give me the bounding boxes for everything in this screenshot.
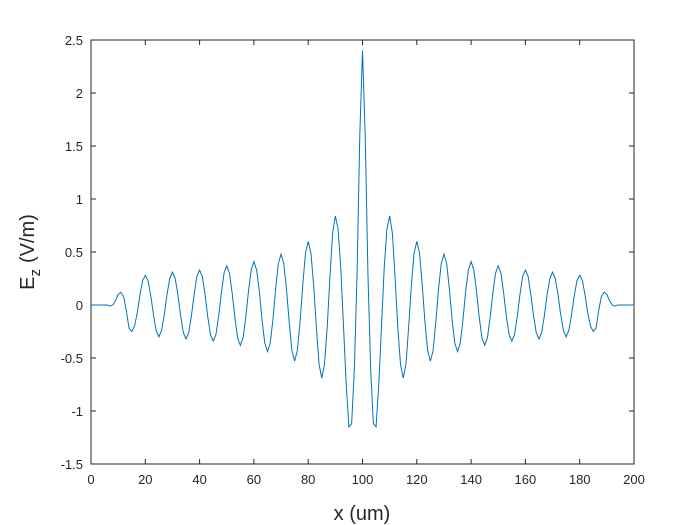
x-tick-label: 0 — [87, 472, 94, 487]
y-axis-label: Ez (V/m) — [17, 214, 44, 290]
data-line — [91, 50, 634, 429]
y-axis-label-unit: (V/m) — [17, 214, 39, 263]
x-tick-label: 100 — [352, 472, 374, 487]
y-axis-label-subscript: z — [27, 269, 44, 277]
x-tick-label: 60 — [247, 472, 261, 487]
x-tick-label: 120 — [406, 472, 428, 487]
x-tick-label: 20 — [138, 472, 152, 487]
y-tick-label: 2 — [76, 86, 83, 101]
axes-box — [90, 39, 635, 465]
y-tick-label: 1.5 — [65, 139, 83, 154]
x-tick-label: 200 — [623, 472, 645, 487]
y-tick-label: 0.5 — [65, 245, 83, 260]
y-axis-label-main: E — [17, 277, 39, 290]
x-tick-label: 40 — [192, 472, 206, 487]
y-tick-label: -1 — [71, 404, 83, 419]
x-tick-label: 140 — [460, 472, 482, 487]
x-tick-label: 80 — [301, 472, 315, 487]
x-tick-label: 180 — [569, 472, 591, 487]
y-tick-label: 2.5 — [65, 33, 83, 48]
y-tick-label: 1 — [76, 192, 83, 207]
y-tick-label: -0.5 — [61, 351, 83, 366]
x-axis-label: x (um) — [334, 503, 391, 525]
y-tick-label: -1.5 — [61, 457, 83, 472]
x-tick-label: 160 — [515, 472, 537, 487]
y-tick-label: 0 — [76, 298, 83, 313]
